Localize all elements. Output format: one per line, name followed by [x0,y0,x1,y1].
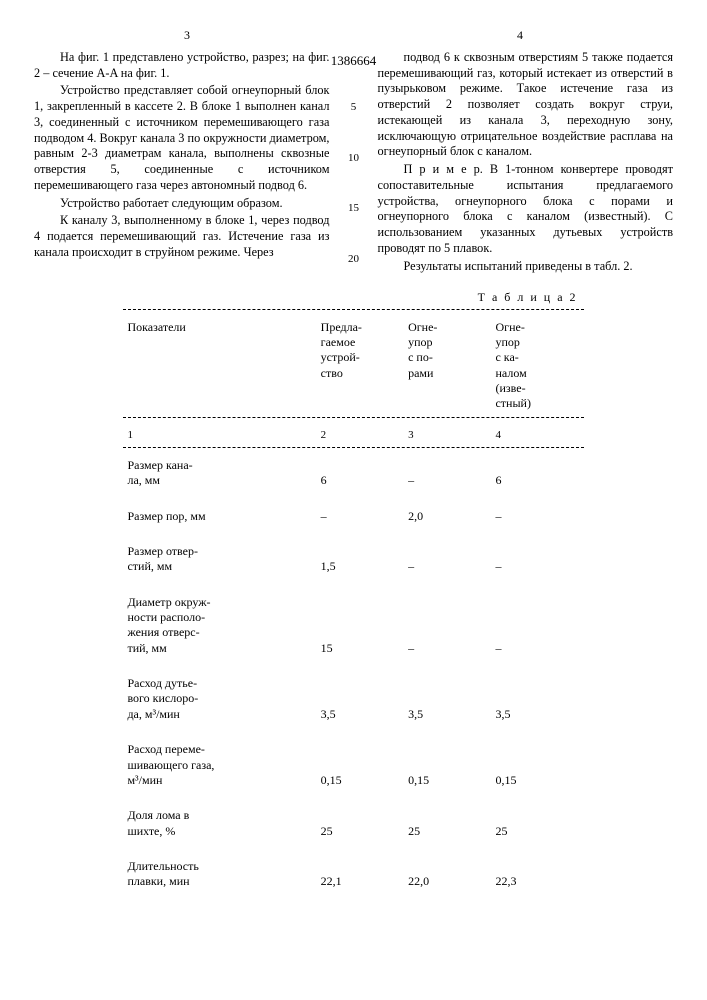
line-number: 20 [346,252,362,266]
cell-value: 22,3 [491,856,583,893]
cell-value: – [491,541,583,578]
line-number-gutter: 5 10 15 20 [346,50,362,276]
cell-value: 2,0 [404,506,491,527]
table-row: Длительностьплавки, мин22,122,022,3 [123,856,583,893]
col-header: Показатели [123,317,316,415]
page-num-left: 3 [184,28,190,43]
text-columns: На фиг. 1 представлено устройство, разре… [34,50,673,276]
table-row: Расход переме-шивающего газа,м³/мин0,150… [123,739,583,791]
patent-number: 1386664 [34,53,673,70]
cell-value: 3,5 [491,673,583,725]
cell-value: 25 [317,805,404,842]
col-number: 3 [404,425,491,445]
rule [123,309,583,311]
table-row: Доля лома вшихте, %252525 [123,805,583,842]
page-header: 3 4 1386664 [34,28,673,44]
paragraph: П р и м е р. В 1-тонном конвертере прово… [378,162,674,256]
col-header: Огне-упорс ка-налом(изве-стный) [491,317,583,415]
col-number: 1 [123,425,316,445]
paragraph: К каналу 3, выполненному в блоке 1, чере… [34,213,330,260]
cell-value: 25 [491,805,583,842]
table-row: Размер пор, мм–2,0– [123,506,583,527]
right-column: подвод 6 к сквозным отверстиям 5 также п… [378,50,674,276]
row-label: Диаметр окруж-ности располо-жения отверс… [123,592,316,659]
cell-value: 3,5 [317,673,404,725]
cell-value: 25 [404,805,491,842]
cell-value: 1,5 [317,541,404,578]
row-label: Размер отвер-стий, мм [123,541,316,578]
row-label: Длительностьплавки, мин [123,856,316,893]
cell-value: – [491,506,583,527]
cell-value: – [404,541,491,578]
cell-value: – [404,592,491,659]
paragraph: Результаты испытаний приведены в табл. 2… [378,259,674,275]
col-number: 2 [317,425,404,445]
cell-value: 6 [491,455,583,492]
table-row: Размер отвер-стий, мм1,5–– [123,541,583,578]
cell-value: 3,5 [404,673,491,725]
table-header-row: Показатели Предла-гаемоеустрой-ство Огне… [123,317,583,415]
left-column: На фиг. 1 представлено устройство, разре… [34,50,330,276]
row-label: Доля лома вшихте, % [123,805,316,842]
table-2: Т а б л и ц а 2 Показатели Предла-гаемое… [123,290,583,906]
col-header: Огне-упорс по-рами [404,317,491,415]
row-label: Расход дутье-вого кислоро-да, м³/мин [123,673,316,725]
cell-value: – [491,592,583,659]
cell-value: 15 [317,592,404,659]
table-row: Расход дутье-вого кислоро-да, м³/мин3,53… [123,673,583,725]
cell-value: 22,1 [317,856,404,893]
row-label: Расход переме-шивающего газа,м³/мин [123,739,316,791]
line-number: 15 [346,201,362,215]
table-title: Т а б л и ц а 2 [123,290,583,305]
row-label: Размер кана-ла, мм [123,455,316,492]
table-row: Диаметр окруж-ности располо-жения отверс… [123,592,583,659]
table-row: Размер кана-ла, мм6–6 [123,455,583,492]
cell-value: – [317,506,404,527]
cell-value: 22,0 [404,856,491,893]
results-table: Показатели Предла-гаемоеустрой-ство Огне… [123,317,583,907]
page-num-right: 4 [517,28,523,43]
cell-value: 6 [317,455,404,492]
col-number: 4 [491,425,583,445]
cell-value: – [404,455,491,492]
line-number: 5 [346,100,362,114]
cell-value: 0,15 [317,739,404,791]
line-number: 10 [346,151,362,165]
table-number-row: 1234 [123,425,583,445]
cell-value: 0,15 [491,739,583,791]
cell-value: 0,15 [404,739,491,791]
col-header: Предла-гаемоеустрой-ство [317,317,404,415]
paragraph: Устройство работает следующим образом. [34,196,330,212]
row-label: Размер пор, мм [123,506,316,527]
paragraph: Устройство представляет собой огнеупорны… [34,83,330,193]
